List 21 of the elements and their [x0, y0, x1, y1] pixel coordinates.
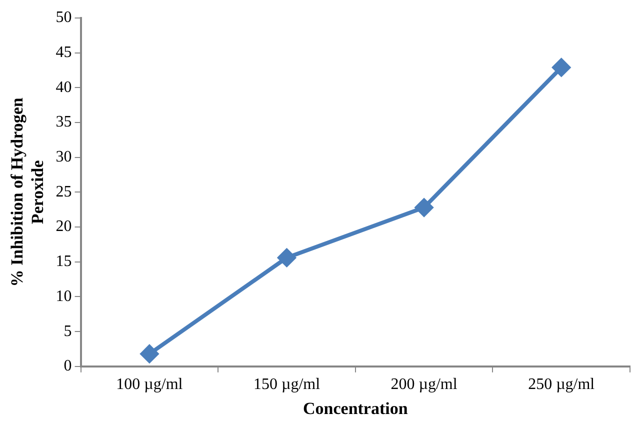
- y-tick-label: 25: [56, 183, 72, 200]
- point: [415, 198, 434, 217]
- y-tick-label: 50: [56, 9, 72, 26]
- y-tick-label: 15: [56, 253, 72, 270]
- y-tick-label: 20: [56, 218, 72, 236]
- x-tick-label: 150 µg/ml: [253, 376, 321, 394]
- y-tick-label: 45: [56, 44, 72, 62]
- y-tick-label: 5: [64, 322, 72, 340]
- point: [278, 248, 296, 267]
- y-tick-label: 10: [56, 288, 72, 305]
- y-tick-label: 30: [56, 148, 72, 166]
- x-tick-label: 100 µg/ml: [116, 376, 184, 394]
- x-tick-label: 200 µg/ml: [390, 376, 458, 394]
- x-axis-title: Concentration: [302, 399, 408, 418]
- y-axis-title: % Inhibition of Hydrogen Peroxide: [8, 97, 47, 287]
- y-tick-label: 35: [56, 114, 72, 131]
- y-tick-label: 0: [64, 358, 72, 375]
- y-tick-label: 40: [56, 78, 72, 96]
- point: [552, 58, 570, 76]
- x-tick-label: 250 µg/ml: [528, 376, 596, 394]
- point: [140, 344, 158, 363]
